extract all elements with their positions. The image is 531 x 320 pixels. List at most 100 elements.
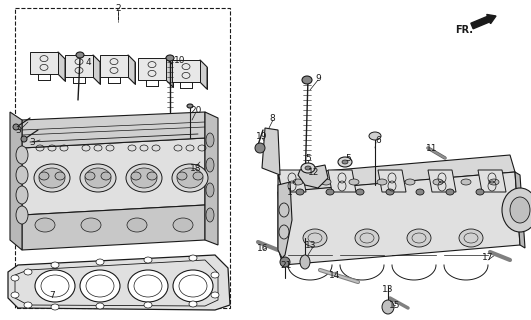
Text: 21: 21 xyxy=(280,260,292,269)
Polygon shape xyxy=(278,172,520,265)
Polygon shape xyxy=(8,255,230,310)
Text: 14: 14 xyxy=(329,270,341,279)
Polygon shape xyxy=(22,112,205,148)
Ellipse shape xyxy=(459,229,483,247)
Ellipse shape xyxy=(126,164,162,192)
Ellipse shape xyxy=(24,269,32,275)
Polygon shape xyxy=(262,128,280,175)
Polygon shape xyxy=(166,58,173,87)
Ellipse shape xyxy=(177,172,187,180)
Polygon shape xyxy=(278,182,292,258)
Text: 7: 7 xyxy=(49,291,55,300)
Text: 13: 13 xyxy=(305,241,317,250)
Ellipse shape xyxy=(405,179,415,185)
Ellipse shape xyxy=(11,275,19,281)
Ellipse shape xyxy=(39,168,65,188)
Ellipse shape xyxy=(147,172,157,180)
Ellipse shape xyxy=(416,189,424,195)
Ellipse shape xyxy=(301,163,315,173)
Ellipse shape xyxy=(369,132,381,140)
Text: 5: 5 xyxy=(305,154,311,163)
Text: 18: 18 xyxy=(190,164,202,172)
Ellipse shape xyxy=(172,164,208,192)
Text: 3: 3 xyxy=(29,138,35,147)
Ellipse shape xyxy=(35,270,75,302)
Ellipse shape xyxy=(433,179,443,185)
Text: 11: 11 xyxy=(426,143,438,153)
Ellipse shape xyxy=(255,143,265,153)
Polygon shape xyxy=(278,170,306,192)
Ellipse shape xyxy=(305,166,311,170)
Text: 10: 10 xyxy=(174,55,186,65)
Ellipse shape xyxy=(35,218,55,232)
Ellipse shape xyxy=(206,158,214,172)
Ellipse shape xyxy=(293,179,303,185)
Polygon shape xyxy=(172,60,200,82)
Ellipse shape xyxy=(211,292,219,298)
Ellipse shape xyxy=(407,229,431,247)
Ellipse shape xyxy=(206,208,214,222)
Ellipse shape xyxy=(128,270,168,302)
Ellipse shape xyxy=(127,218,147,232)
Ellipse shape xyxy=(502,188,531,232)
Ellipse shape xyxy=(193,172,203,180)
Ellipse shape xyxy=(85,168,111,188)
Ellipse shape xyxy=(96,303,104,309)
Ellipse shape xyxy=(85,172,95,180)
Ellipse shape xyxy=(510,197,530,223)
Text: 13: 13 xyxy=(382,285,394,294)
Text: 3: 3 xyxy=(15,125,21,134)
Ellipse shape xyxy=(76,52,84,58)
Ellipse shape xyxy=(34,164,70,192)
Ellipse shape xyxy=(377,179,387,185)
Ellipse shape xyxy=(303,229,327,247)
Ellipse shape xyxy=(96,259,104,265)
Polygon shape xyxy=(128,55,135,84)
Ellipse shape xyxy=(13,124,19,130)
Polygon shape xyxy=(328,170,356,192)
Ellipse shape xyxy=(80,270,120,302)
Polygon shape xyxy=(278,175,283,265)
Polygon shape xyxy=(515,172,525,248)
Ellipse shape xyxy=(24,302,32,308)
Ellipse shape xyxy=(189,301,197,307)
Ellipse shape xyxy=(187,104,193,108)
Polygon shape xyxy=(428,170,456,192)
Polygon shape xyxy=(298,165,328,188)
Text: 12: 12 xyxy=(309,167,320,177)
Ellipse shape xyxy=(342,160,348,164)
Ellipse shape xyxy=(16,206,28,224)
Text: 2: 2 xyxy=(115,4,121,12)
Ellipse shape xyxy=(326,189,334,195)
Ellipse shape xyxy=(296,189,304,195)
Polygon shape xyxy=(58,52,65,81)
Ellipse shape xyxy=(131,168,157,188)
Ellipse shape xyxy=(166,55,174,61)
Polygon shape xyxy=(65,55,93,77)
Polygon shape xyxy=(378,170,406,192)
Text: 4: 4 xyxy=(85,58,91,67)
Ellipse shape xyxy=(302,76,312,84)
Ellipse shape xyxy=(173,270,213,302)
Polygon shape xyxy=(30,52,58,74)
Ellipse shape xyxy=(131,172,141,180)
Polygon shape xyxy=(93,55,100,84)
Ellipse shape xyxy=(16,166,28,184)
Text: 16: 16 xyxy=(257,244,269,252)
Ellipse shape xyxy=(189,255,197,261)
Ellipse shape xyxy=(446,189,454,195)
Ellipse shape xyxy=(144,257,152,263)
Text: 20: 20 xyxy=(190,106,202,115)
Polygon shape xyxy=(478,170,506,192)
Ellipse shape xyxy=(81,218,101,232)
Polygon shape xyxy=(22,205,205,250)
Ellipse shape xyxy=(338,157,352,167)
Text: 9: 9 xyxy=(315,74,321,83)
Ellipse shape xyxy=(211,272,219,278)
Ellipse shape xyxy=(356,189,364,195)
Ellipse shape xyxy=(144,302,152,308)
Ellipse shape xyxy=(173,218,193,232)
Ellipse shape xyxy=(355,229,379,247)
Polygon shape xyxy=(205,112,218,245)
Ellipse shape xyxy=(80,164,116,192)
